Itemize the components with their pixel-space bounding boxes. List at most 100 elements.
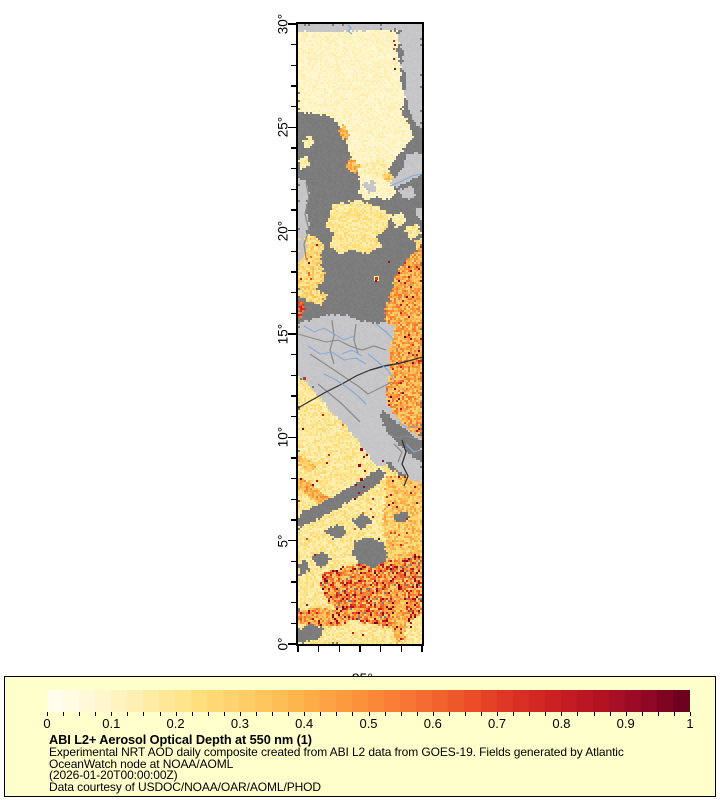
colorbar-tick [255, 712, 257, 716]
lat-minor-tick [291, 85, 296, 87]
colorbar-tick-label: 0.8 [552, 716, 571, 731]
colorbar-tick [481, 712, 483, 716]
colorbar-tick-label: 0.9 [616, 716, 635, 731]
colorbar-tick-label: 1 [686, 716, 694, 731]
colorbar-tick [191, 712, 193, 716]
legend-panel: 0 0.1 0.2 0.3 0.4 0.5 0.6 0.7 0.8 0.9 1 ABI L2+ Ae… [4, 676, 716, 797]
colorbar-tick [561, 712, 563, 716]
lat-minor-tick [291, 415, 296, 418]
colorbar-tick [625, 712, 627, 716]
caption-line: (2026-01-20T00:00:00Z) [49, 768, 178, 783]
colorbar-tick [95, 712, 97, 716]
lat-major-tick [288, 229, 296, 232]
lat-minor-tick [291, 147, 296, 149]
caption-line: Data courtesy of USDOC/NOAA/OAR/AOML/PHO… [49, 779, 321, 794]
lon-tick [297, 646, 299, 652]
lat-minor-tick [291, 250, 296, 253]
lat-major-tick [288, 539, 296, 542]
lat-major-tick [288, 436, 296, 439]
colorbar [47, 690, 690, 712]
colorbar-tick [513, 712, 515, 716]
colorbar-tick [352, 712, 354, 716]
lat-major-tick [288, 643, 296, 645]
colorbar-tick [175, 712, 177, 716]
colorbar-tick-label: 0.5 [359, 716, 378, 731]
lat-major-tick [288, 333, 296, 335]
chart-title: ABI L2+ Aerosol Optical Depth at 550 nm … [49, 732, 312, 747]
lat-minor-tick [291, 374, 296, 377]
lat-minor-tick [291, 167, 296, 170]
lat-minor-tick [291, 105, 296, 108]
colorbar-tick [464, 712, 466, 716]
colorbar-tick [400, 712, 402, 716]
lat-minor-tick [291, 498, 296, 501]
colorbar-tick [577, 712, 579, 716]
colorbar-tick [545, 712, 547, 716]
colorbar-tick [673, 712, 675, 716]
colorbar-tick [448, 712, 450, 716]
lat-minor-tick [291, 519, 296, 521]
colorbar-tick [368, 712, 370, 716]
colorbar-tick [159, 712, 161, 716]
caption-line: OceanWatch node at NOAA/AOML [49, 756, 234, 771]
lat-minor-tick [291, 188, 296, 191]
colorbar-tick [641, 712, 643, 716]
lon-tick [359, 646, 361, 652]
colorbar-tick [47, 712, 48, 716]
lat-minor-tick [291, 601, 296, 604]
colorbar-tick-label: 0.2 [166, 716, 185, 731]
lat-minor-tick [291, 64, 296, 67]
legend-caption: ABI L2+ Aerosol Optical Depth at 550 nm … [49, 733, 624, 793]
colorbar-tick [384, 712, 386, 716]
colorbar-tick [416, 712, 418, 716]
lat-minor-tick [291, 560, 296, 563]
lat-minor-tick [291, 291, 296, 294]
colorbar-tick [111, 712, 113, 716]
caption-line: Experimental NRT AOD daily composite cre… [49, 745, 624, 759]
lat-major-tick [288, 126, 296, 129]
colorbar-tick [320, 712, 322, 716]
lat-tick-label: 15° [275, 323, 291, 345]
lat-tick-label: 20° [275, 220, 291, 241]
colorbar-tick [143, 712, 145, 716]
lat-minor-tick [291, 43, 296, 46]
colorbar-tick [304, 712, 306, 716]
colorbar-tick [497, 712, 499, 716]
lat-minor-tick [291, 312, 296, 315]
colorbar-tick-label: 0.3 [230, 716, 249, 731]
aod-raster-canvas [298, 24, 422, 644]
colorbar-tick [529, 712, 531, 716]
colorbar-tick [609, 712, 611, 716]
colorbar-tick-label: 0 [43, 716, 51, 731]
colorbar-tick-label: 0.1 [102, 716, 121, 731]
colorbar-tick [593, 712, 595, 716]
colorbar-tick [127, 712, 129, 716]
colorbar-tick [63, 712, 65, 716]
colorbar-tick-label: 0.6 [423, 716, 442, 731]
colorbar-tick [79, 712, 81, 716]
lon-tick [400, 646, 403, 652]
colorbar-tick [432, 712, 434, 716]
lat-tick-label: 30° [275, 13, 291, 35]
lat-minor-tick [291, 395, 296, 397]
colorbar-tick [690, 712, 691, 716]
colorbar-tick [336, 712, 338, 716]
lat-minor-tick [291, 581, 296, 583]
lon-tick [379, 646, 382, 652]
lon-tick [338, 646, 341, 652]
colorbar-tick [288, 712, 290, 716]
map-plot-area [296, 22, 424, 646]
lon-tick [421, 646, 423, 652]
lat-tick-label: 25° [275, 117, 291, 138]
lat-minor-tick [291, 209, 296, 211]
lon-tick [317, 646, 320, 652]
lat-minor-tick [291, 622, 296, 625]
lat-tick-label: 10° [275, 427, 291, 448]
colorbar-tick [223, 712, 225, 716]
lat-minor-tick [291, 477, 296, 480]
aod-map-figure: 30°25°20°15°10°5°0° -85° [275, 13, 424, 686]
lat-minor-tick [291, 271, 296, 273]
lat-minor-tick [291, 457, 296, 459]
lat-tick-label: 0° [275, 637, 291, 651]
lat-minor-tick [291, 353, 296, 356]
